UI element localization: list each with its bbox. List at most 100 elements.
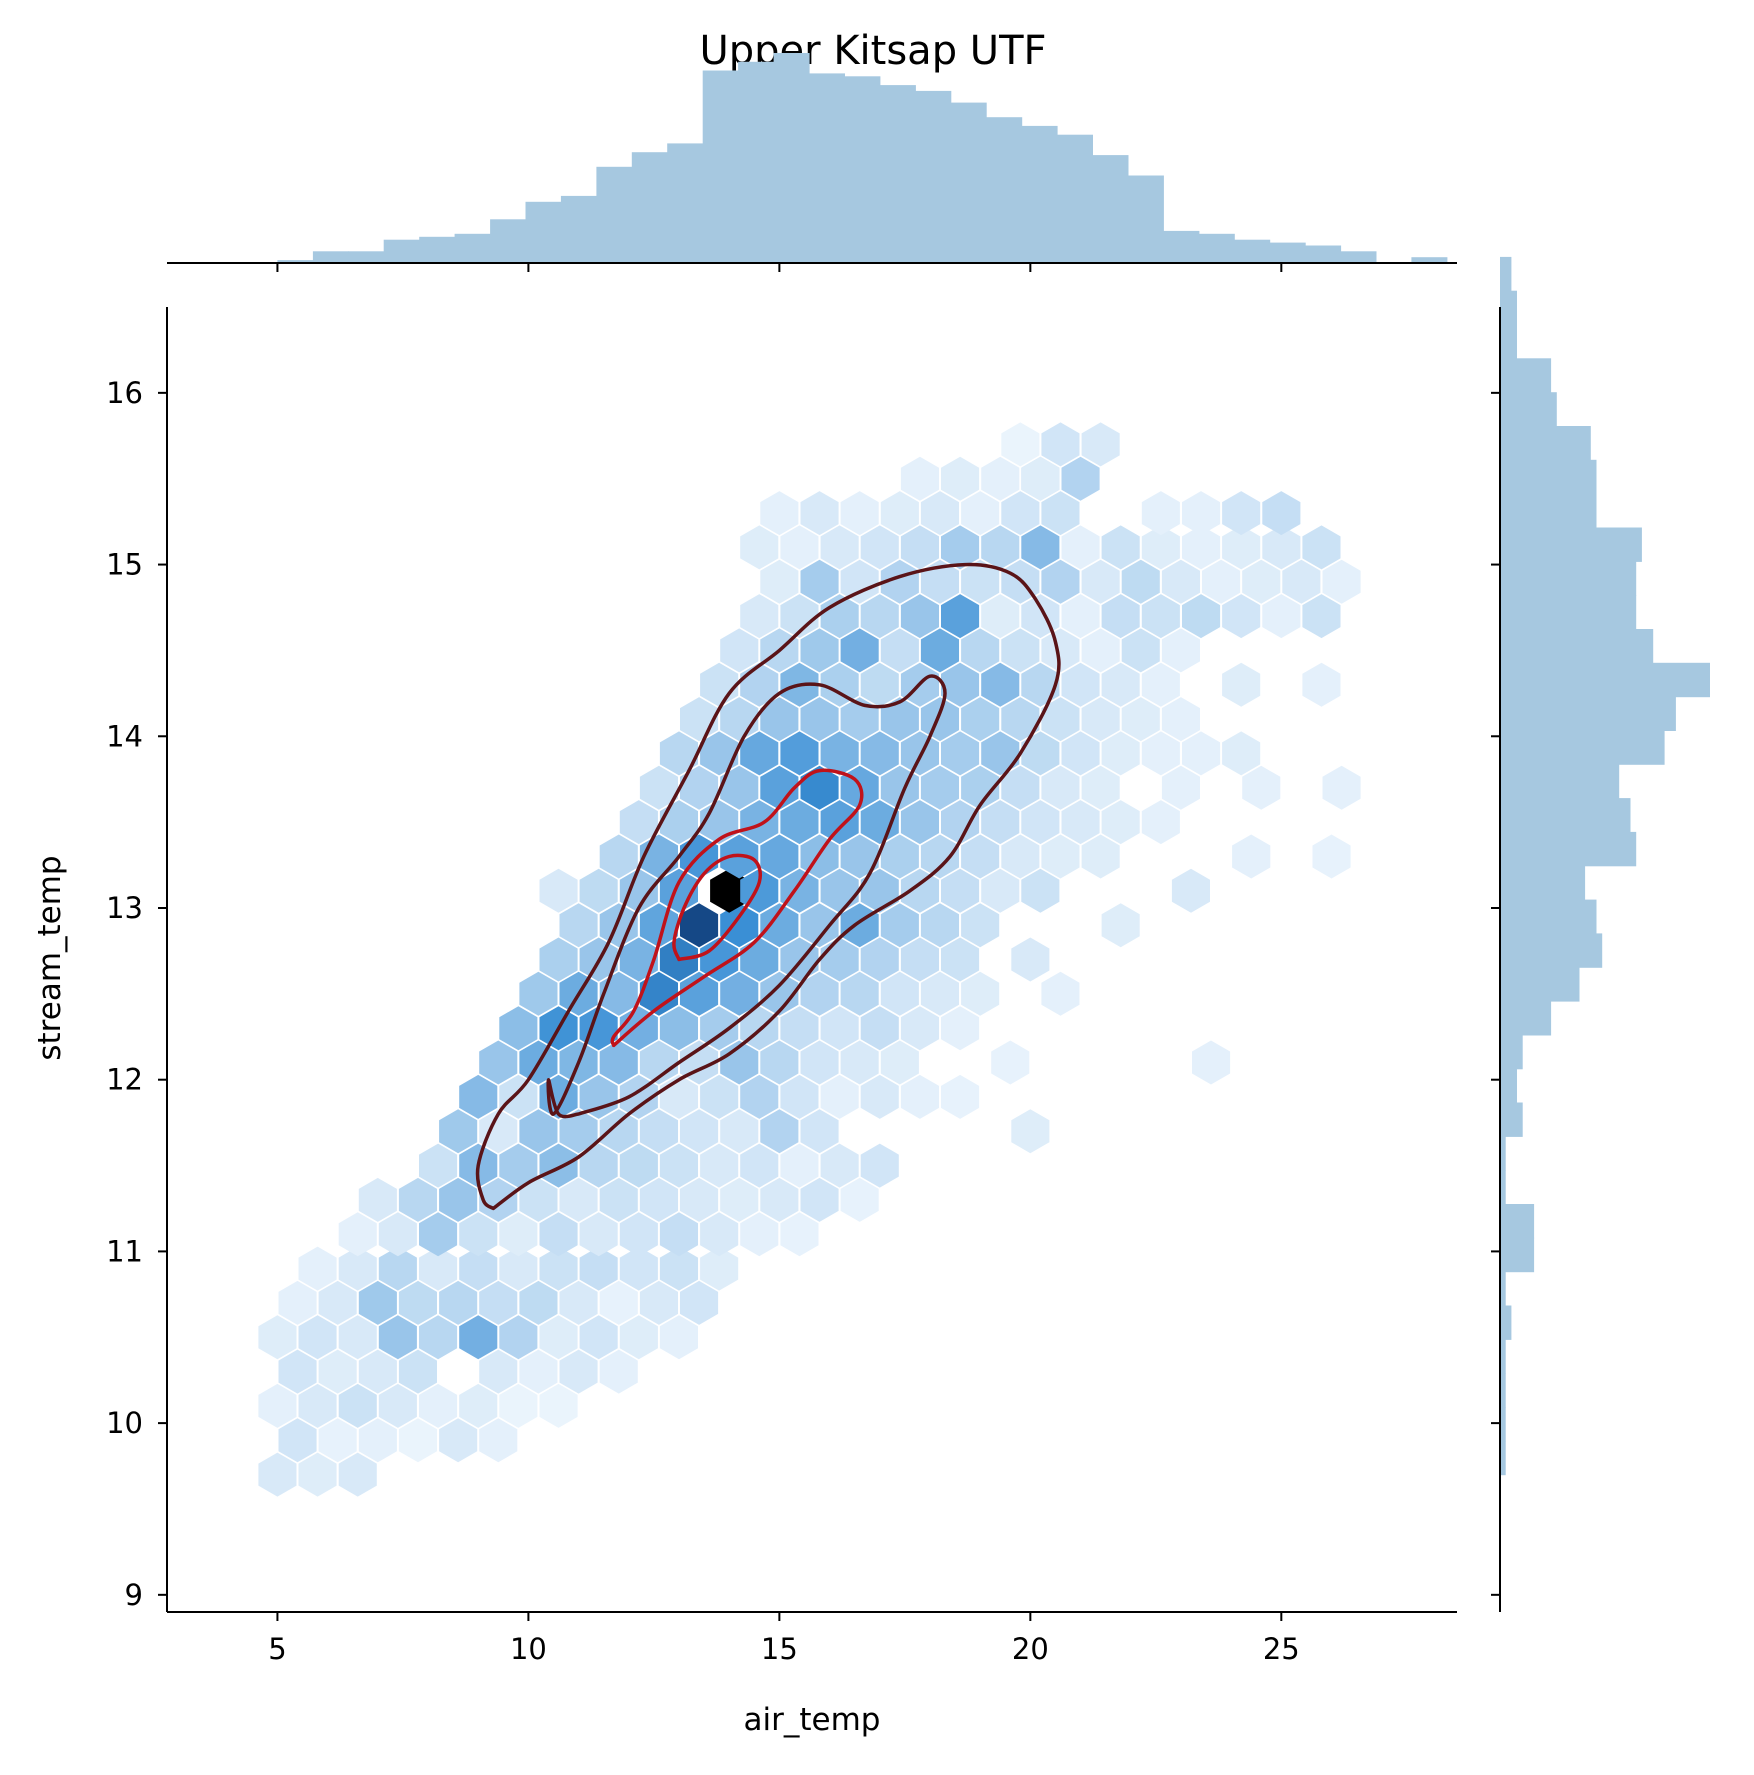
hexbin-cell xyxy=(1061,731,1100,776)
hexbin-cell xyxy=(961,971,1000,1016)
hexbin-cell xyxy=(820,937,859,982)
hexbin-cell xyxy=(840,559,879,604)
hexbin-cell xyxy=(1101,662,1140,707)
hexbin-cell xyxy=(820,662,859,707)
marginal-y-bar xyxy=(1500,426,1591,461)
hexbin-cell xyxy=(1081,834,1120,879)
hexbin-cell xyxy=(880,1040,919,1085)
hexbin-cell xyxy=(900,868,939,913)
marginal-x-bar xyxy=(490,219,527,264)
hexbin-cell xyxy=(459,1212,498,1257)
hexbin-cell xyxy=(419,1315,458,1360)
marginal-x-bar xyxy=(1305,245,1342,263)
y-tick-label: 13 xyxy=(106,891,143,925)
x-tick-label: 10 xyxy=(510,1632,547,1666)
hexbin-layer xyxy=(258,422,1361,1497)
hexbin-cell xyxy=(680,1177,719,1222)
hexbin-cell xyxy=(1101,800,1140,845)
x-ticks: 5 10 15 20 25 xyxy=(268,263,1300,1666)
marginal-y-bar xyxy=(1500,967,1580,1002)
hexbin-cell xyxy=(1001,697,1040,742)
hexbin-cell xyxy=(1141,800,1180,845)
kde-contour-level-1 xyxy=(475,562,1061,1211)
hexbin-cell xyxy=(499,1212,538,1257)
hexbin-cell xyxy=(439,1280,478,1325)
hexbin-cell xyxy=(800,1109,839,1154)
hexbin-cell xyxy=(820,731,859,776)
hexbin-cell xyxy=(981,594,1020,639)
hexbin-cell xyxy=(298,1246,337,1291)
hexbin-cell xyxy=(1081,628,1120,673)
marginal-x-bar xyxy=(773,53,810,263)
hexbin-cell xyxy=(1101,525,1140,570)
marginal-y-bar xyxy=(1500,662,1710,698)
marginal-y-bar xyxy=(1500,1034,1523,1070)
hexbin-cell xyxy=(599,1280,638,1325)
hexbin-cell xyxy=(800,559,839,604)
hexbin-cell xyxy=(619,1143,658,1188)
hexbin-cell xyxy=(1262,525,1301,570)
hexbin-cell xyxy=(820,868,859,913)
marginal-y-bar xyxy=(1500,1170,1506,1205)
hexbin-cell xyxy=(298,1383,337,1428)
hexbin-cell xyxy=(318,1280,357,1325)
hexbin-cell xyxy=(740,731,779,776)
hexbin-cell xyxy=(920,559,959,604)
hexbin-cell xyxy=(1222,525,1261,570)
y-tick-label: 16 xyxy=(106,376,143,410)
hexbin-cell xyxy=(459,1383,498,1428)
hexbin-cell xyxy=(338,1452,377,1497)
hexbin-cell xyxy=(740,525,779,570)
hexbin-cell xyxy=(860,1006,899,1051)
hexbin-cell xyxy=(700,731,739,776)
hexbin-cell xyxy=(659,800,698,845)
hexbin-cell xyxy=(559,1109,598,1154)
hexbin-cell xyxy=(760,971,799,1016)
marginal-x-bar xyxy=(950,102,987,263)
marginal-y-histogram xyxy=(1500,256,1710,1476)
hexbin-cell xyxy=(981,456,1020,501)
hexbin-cell xyxy=(700,1246,739,1291)
hexbin-cell xyxy=(740,1074,779,1119)
hexbin-cell xyxy=(358,1418,397,1463)
hexbin-cell xyxy=(1081,697,1120,742)
hexbin-cell xyxy=(1081,765,1120,810)
marginal-x-bar xyxy=(419,236,456,264)
hexbin-cell xyxy=(961,559,1000,604)
hexbin-cell xyxy=(559,1280,598,1325)
hexbin-cell xyxy=(1001,628,1040,673)
hexbin-cell xyxy=(358,1177,397,1222)
marginal-x-bar xyxy=(702,70,739,263)
hexbin-cell xyxy=(840,971,879,1016)
hexbin-cell xyxy=(1161,628,1200,673)
hexbin-cell xyxy=(479,1177,518,1222)
hexbin-cell xyxy=(499,1383,538,1428)
hexbin-cell xyxy=(639,765,678,810)
hexbin-cell xyxy=(579,868,618,913)
hexbin-cell xyxy=(579,1212,618,1257)
hexbin-cell xyxy=(1121,697,1160,742)
hexbin-cell xyxy=(760,1177,799,1222)
hexbin-cell xyxy=(559,1349,598,1394)
hexbin-cell xyxy=(519,1177,558,1222)
hexbin-cell xyxy=(639,1177,678,1222)
hexbin-cell xyxy=(398,1280,437,1325)
hexbin-cell xyxy=(820,800,859,845)
marginal-y-bar xyxy=(1500,696,1676,731)
hexbin-cell xyxy=(1061,662,1100,707)
hexbin-cell xyxy=(1041,628,1080,673)
hexbin-cell xyxy=(680,903,719,948)
marginal-x-bar xyxy=(1411,257,1448,263)
hexbin-cell xyxy=(378,1315,417,1360)
hexbin-cell xyxy=(941,937,980,982)
hexbin-cell xyxy=(1141,594,1180,639)
hexbin-cell xyxy=(720,697,759,742)
hexbin-cell xyxy=(710,868,749,913)
hexbin-cell xyxy=(680,1109,719,1154)
hexbin-cell xyxy=(700,662,739,707)
marginal-x-bar xyxy=(1021,125,1058,264)
hexbin-cell xyxy=(1161,765,1200,810)
hexbin-cell xyxy=(1061,525,1100,570)
hexbin-cell xyxy=(720,765,759,810)
marginal-x-bar xyxy=(312,251,349,263)
